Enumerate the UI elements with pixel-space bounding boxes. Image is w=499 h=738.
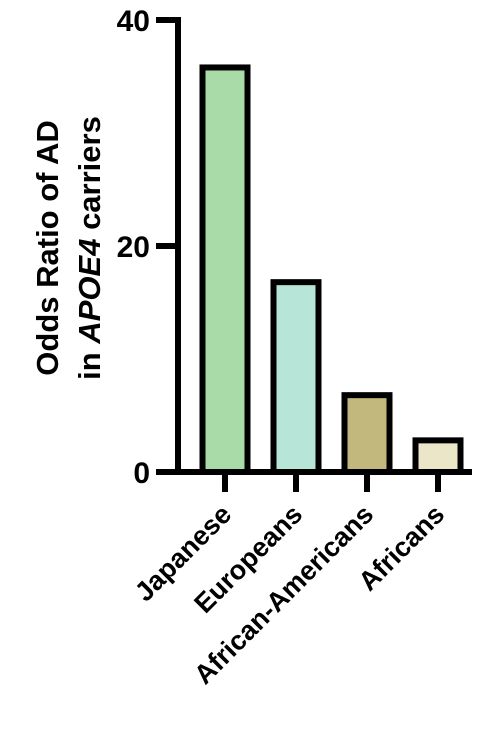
y-tick-label-0: 0 <box>133 457 150 490</box>
y-axis-title: Odds Ratio of AD in APOE4 carriers <box>30 116 107 380</box>
y-axis-title-line2: in APOE4 carriers <box>72 116 107 380</box>
bar-africans <box>412 437 464 475</box>
x-axis: JapaneseEuropeansAfrican-AmericansAfrica… <box>129 469 472 690</box>
y-axis-title-prefix: in <box>72 344 107 380</box>
y-axis-title-line1: Odds Ratio of AD <box>30 120 65 375</box>
y-axis: 0 20 40 <box>117 5 181 490</box>
bar-europeans <box>270 279 322 475</box>
y-axis-title-gene: APOE4 <box>72 239 107 345</box>
bar-african-americans <box>341 392 393 475</box>
y-tick-label-20: 20 <box>117 231 150 264</box>
y-axis-title-suffix: carriers <box>72 116 107 238</box>
bars <box>199 64 464 476</box>
y-tick-label-40: 40 <box>117 5 150 38</box>
bar-japanese <box>199 64 251 476</box>
